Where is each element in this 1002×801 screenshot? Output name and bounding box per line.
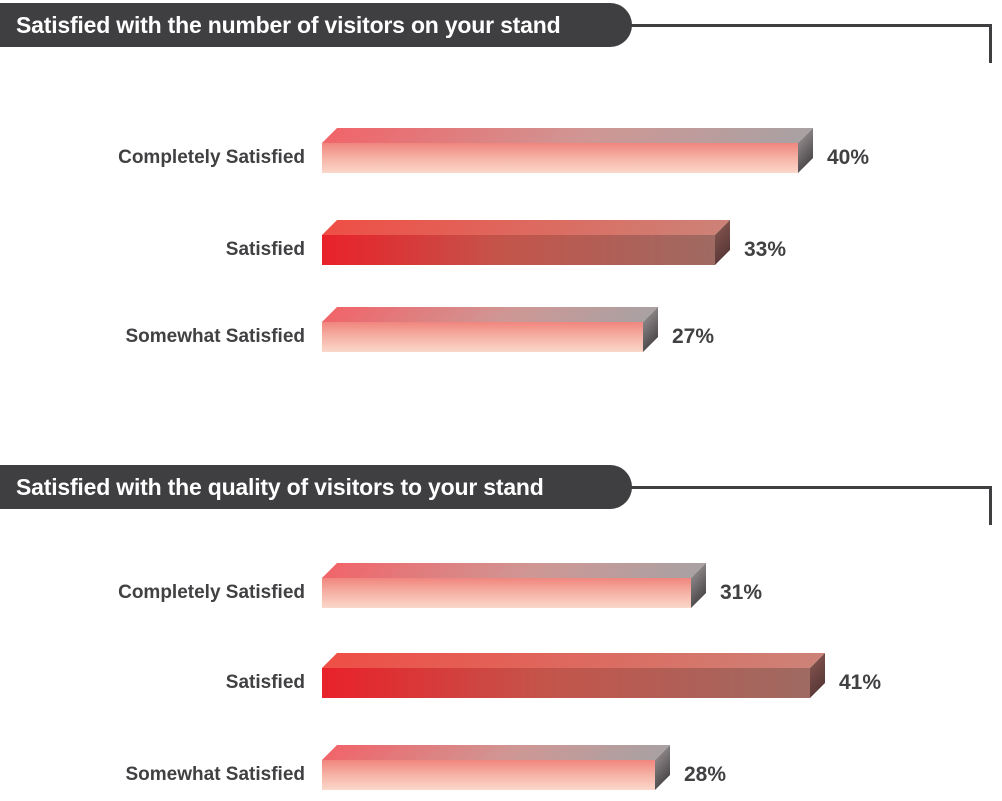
category-label: Satisfied	[225, 239, 305, 260]
value-label: 33%	[744, 238, 787, 261]
bar-top-face	[322, 563, 706, 578]
bar-front-face	[322, 143, 798, 173]
section-2-connector-line-vertical	[989, 486, 992, 525]
value-label: 28%	[684, 763, 727, 786]
bar-3d-red	[322, 653, 825, 698]
category-label: Somewhat Satisfied	[125, 764, 306, 785]
bar-front-face	[322, 578, 691, 608]
section-1-connector-line-horizontal	[626, 24, 992, 27]
bar-top-face	[322, 220, 730, 235]
bar-3d-salmon	[322, 563, 706, 608]
bar-3d-salmon	[322, 745, 670, 790]
bar-front-face	[322, 235, 715, 265]
bar-3d-salmon	[322, 307, 658, 352]
section-1-title: Satisfied with the number of visitors on…	[16, 11, 561, 38]
value-label: 41%	[839, 671, 882, 694]
section-1-connector-line-vertical	[989, 24, 992, 63]
category-label: Somewhat Satisfied	[125, 326, 306, 347]
bar-top-face	[322, 128, 813, 143]
value-label: 31%	[720, 581, 763, 604]
bar-3d-salmon	[322, 128, 813, 173]
bar-front-face	[322, 668, 810, 698]
value-label: 27%	[672, 325, 715, 348]
bar-front-face	[322, 760, 655, 790]
bar-top-face	[322, 307, 658, 322]
bar-top-face	[322, 745, 670, 760]
section-1-title-banner: Satisfied with the number of visitors on…	[0, 3, 632, 47]
category-label: Satisfied	[225, 672, 305, 693]
category-label: Completely Satisfied	[118, 582, 305, 603]
section-2-title: Satisfied with the quality of visitors t…	[16, 473, 544, 500]
bar-top-face	[322, 653, 825, 668]
bar-front-face	[322, 322, 643, 352]
category-label: Completely Satisfied	[118, 147, 305, 168]
bar-3d-red	[322, 220, 730, 265]
section-2-title-banner: Satisfied with the quality of visitors t…	[0, 465, 632, 509]
section-2-connector-line-horizontal	[626, 486, 992, 489]
value-label: 40%	[827, 146, 870, 169]
